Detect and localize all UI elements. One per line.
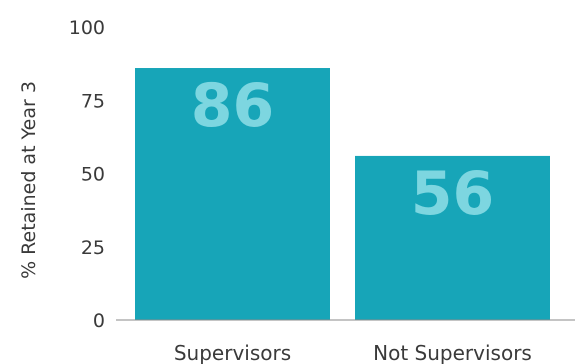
- y-tick-label: 50: [81, 164, 105, 186]
- data-label: 56: [411, 159, 495, 229]
- y-axis-title: % Retained at Year 3: [18, 81, 40, 279]
- y-axis-ticks: 0 25 50 75 100: [69, 17, 105, 332]
- y-tick-label: 75: [81, 90, 105, 112]
- x-tick-label: Not Supervisors: [373, 341, 532, 364]
- y-tick-label: 25: [81, 237, 105, 259]
- bar-supervisors: [135, 68, 330, 321]
- bars: [135, 68, 550, 321]
- data-label: 86: [191, 71, 275, 141]
- data-labels: 86 56: [191, 71, 495, 229]
- y-tick-label: 100: [69, 17, 105, 39]
- x-tick-label: Supervisors: [174, 341, 291, 364]
- y-tick-label: 0: [93, 310, 105, 332]
- x-axis-labels: Supervisors Not Supervisors: [174, 341, 532, 364]
- bar-not-supervisors: [355, 155, 550, 320]
